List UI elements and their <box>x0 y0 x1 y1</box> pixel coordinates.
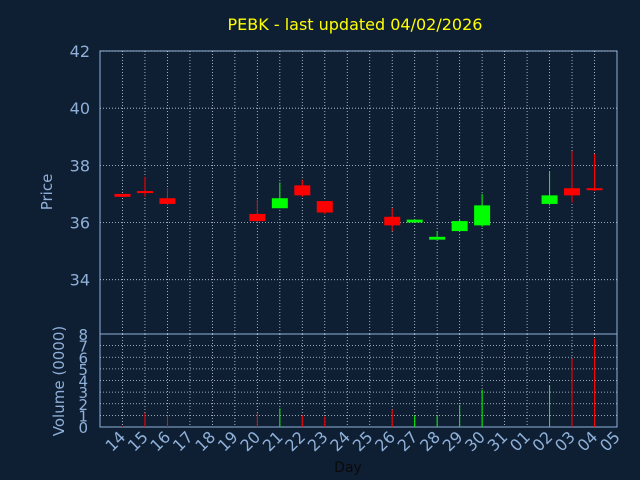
price-tick-label: 38 <box>70 156 90 175</box>
candle-body <box>384 216 401 226</box>
volume-tick-label: 6 <box>78 349 88 367</box>
volume-axis-label: Volume (0000) <box>50 326 68 436</box>
volume-tick-label: 1 <box>78 407 88 425</box>
x-axis: 1415161718192021222324252627282930310102… <box>101 427 623 455</box>
candle-body <box>564 188 581 196</box>
candle-body <box>541 195 558 204</box>
candle-body <box>406 219 423 223</box>
price-panel: 34 36 38 40 42 <box>70 42 618 335</box>
candle-body <box>316 201 333 213</box>
volume-tick-label: 0 <box>78 419 88 437</box>
candle-body <box>294 185 311 196</box>
candle-body <box>429 236 446 240</box>
candle-body <box>159 198 176 204</box>
chart-title: PEBK - last updated 04/02/2026 <box>228 15 483 34</box>
candle-body <box>249 213 266 222</box>
price-tick-label: 40 <box>70 99 90 118</box>
candle-body <box>474 205 491 226</box>
candle-body <box>451 221 468 232</box>
volume-tick-label: 8 <box>78 326 88 344</box>
candle-body <box>136 191 153 194</box>
price-tick-label: 34 <box>70 271 90 290</box>
volume-tick-label: 2 <box>78 396 88 414</box>
candle-body <box>271 198 288 209</box>
x-axis-label: Day <box>334 460 362 476</box>
price-tick-label: 42 <box>70 42 90 61</box>
candle-body <box>114 193 131 197</box>
volume-tick-label: 4 <box>78 373 88 391</box>
candle-body <box>586 188 603 191</box>
volume-tick-label: 5 <box>78 361 88 379</box>
price-plot-area <box>99 50 618 335</box>
volume-tick-label: 3 <box>78 384 88 402</box>
volume-tick-label: 7 <box>78 338 88 356</box>
price-axis-label: Price <box>38 174 56 211</box>
price-tick-label: 36 <box>70 214 90 233</box>
